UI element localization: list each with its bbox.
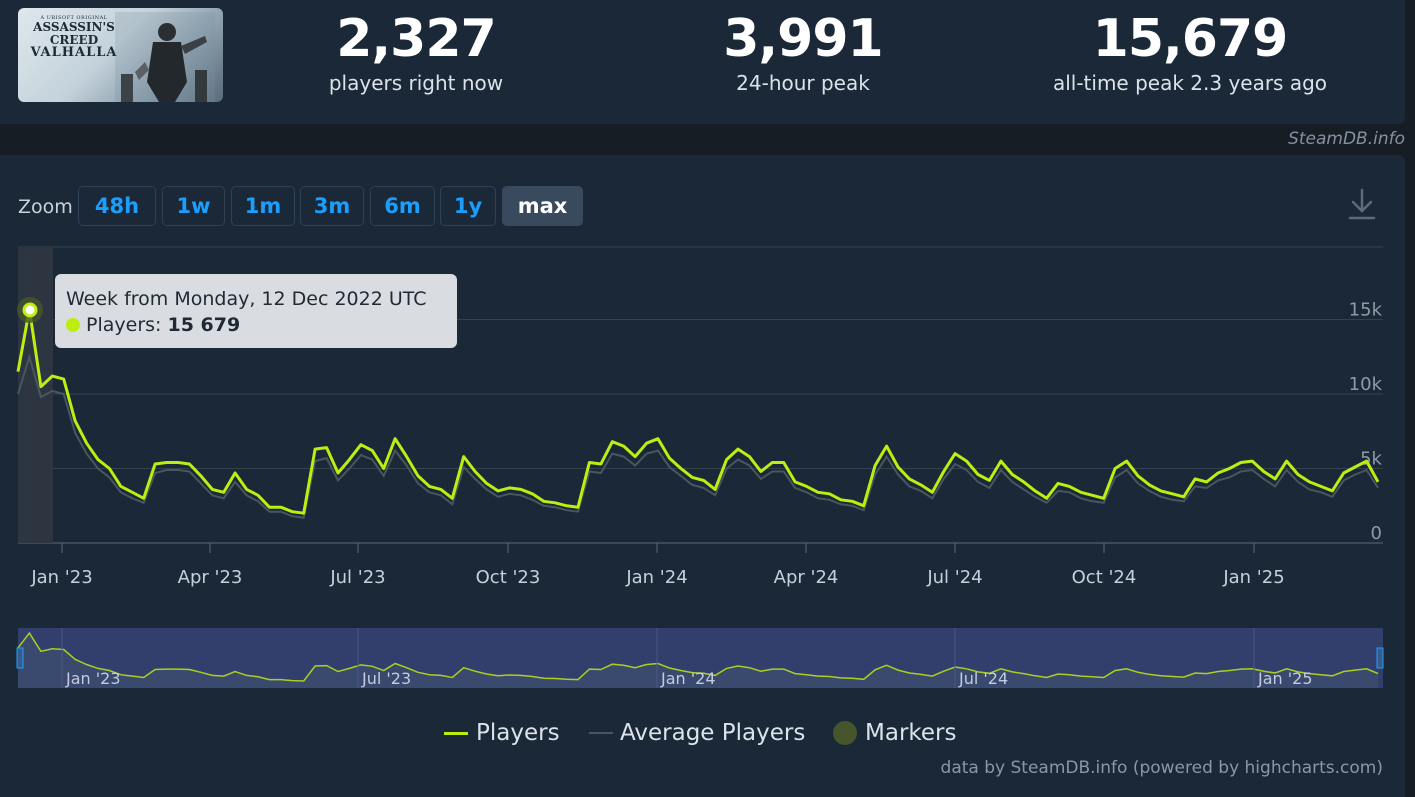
stats-bar: A UBISOFT ORIGINAL ASSASSIN'S CREED VALH…	[0, 0, 1405, 124]
steamdb-credit-top[interactable]: SteamDB.info	[1288, 129, 1405, 149]
navigator-line	[17, 631, 1379, 682]
x-tick-label: Jan '25	[1222, 567, 1284, 588]
alltime-peak-label: all-time peak 2.3 years ago	[1052, 71, 1328, 95]
legend-players[interactable]: Players	[476, 720, 560, 746]
legend-markers-swatch[interactable]	[833, 721, 857, 745]
zoom-1y-button[interactable]: 1y	[440, 186, 496, 226]
y-axis: 0 5k 10k 15k	[1349, 300, 1383, 545]
x-tick-label: Oct '23	[476, 567, 541, 588]
navigator-label: Jan '25	[1257, 669, 1313, 688]
navigator-label: Jan '23	[65, 669, 121, 688]
x-tick-label: Jul '24	[926, 567, 982, 588]
navigator-left-handle[interactable]	[16, 647, 24, 669]
game-thumbnail[interactable]: A UBISOFT ORIGINAL ASSASSIN'S CREED VALH…	[18, 8, 223, 102]
tooltip-title: Week from Monday, 12 Dec 2022 UTC	[66, 288, 427, 310]
y-tick-label: 5k	[1360, 449, 1382, 470]
alltime-peak-value: 15,679	[1092, 9, 1289, 69]
hover-band	[18, 248, 53, 543]
alltime-peak-stat: 15,679 all-time peak 2.3 years ago	[1000, 8, 1380, 96]
download-icon[interactable]	[1345, 186, 1379, 222]
chart-grid	[18, 246, 1383, 544]
x-tick-label: Jan '23	[30, 567, 92, 588]
tooltip-series-label: Players:	[86, 314, 162, 336]
y-tick-label: 0	[1371, 523, 1382, 544]
zoom-48h-button[interactable]: 48h	[78, 186, 156, 226]
y-tick-label: 15k	[1349, 300, 1383, 321]
players-now-value: 2,327	[336, 9, 496, 69]
warrior-figure	[115, 12, 215, 102]
legend-average-swatch[interactable]	[589, 732, 613, 734]
navigator-range[interactable]	[18, 628, 1383, 688]
peak-24h-label: 24-hour peak	[736, 71, 870, 95]
tooltip-value: 15 679	[167, 314, 241, 336]
navigator-label: Jul '23	[361, 669, 411, 688]
game-logo: A UBISOFT ORIGINAL ASSASSIN'S CREED VALH…	[30, 15, 118, 61]
chart-tooltip: Week from Monday, 12 Dec 2022 UTC Player…	[55, 274, 457, 348]
navigator-label: Jan '24	[660, 669, 716, 688]
zoom-6m-button[interactable]: 6m	[370, 186, 435, 226]
chart-legend: Players Average Players Markers	[0, 718, 1415, 748]
average-players-line	[17, 353, 1379, 519]
tooltip-series-dot	[66, 318, 80, 332]
players-now-stat: 2,327 players right now	[256, 8, 576, 96]
legend-average[interactable]: Average Players	[620, 720, 806, 746]
zoom-1w-button[interactable]: 1w	[162, 186, 225, 226]
peak-24h-value: 3,991	[723, 9, 883, 69]
hover-point[interactable]	[22, 302, 38, 318]
navigator-right-handle[interactable]	[1376, 647, 1384, 669]
zoom-1m-button[interactable]: 1m	[231, 186, 295, 226]
players-line[interactable]	[16, 307, 1380, 515]
legend-markers[interactable]: Markers	[865, 720, 957, 746]
zoom-3m-button[interactable]: 3m	[300, 186, 364, 226]
peak-24h-stat: 3,991 24-hour peak	[643, 8, 963, 96]
x-tick-label: Apr '24	[774, 567, 839, 588]
x-tick-label: Apr '23	[178, 567, 243, 588]
navigator[interactable]: Jan '23 Jul '23 Jan '24 Jul '24 Jan '25	[17, 628, 1379, 688]
y-tick-label: 10k	[1349, 374, 1383, 395]
legend-players-swatch[interactable]	[444, 732, 468, 735]
zoom-max-button[interactable]: max	[502, 186, 583, 226]
x-tick-label: Jul '23	[329, 567, 385, 588]
navigator-label: Jul '24	[958, 669, 1008, 688]
x-tick-label: Oct '24	[1072, 567, 1137, 588]
players-now-label: players right now	[328, 71, 504, 95]
x-tick-label: Jan '24	[625, 567, 687, 588]
chart-credit[interactable]: data by SteamDB.info (powered by highcha…	[940, 758, 1383, 778]
x-axis: Jan '23 Apr '23 Jul '23 Oct '23 Jan '24 Apr '…	[30, 543, 1285, 588]
zoom-label: Zoom	[18, 196, 73, 218]
